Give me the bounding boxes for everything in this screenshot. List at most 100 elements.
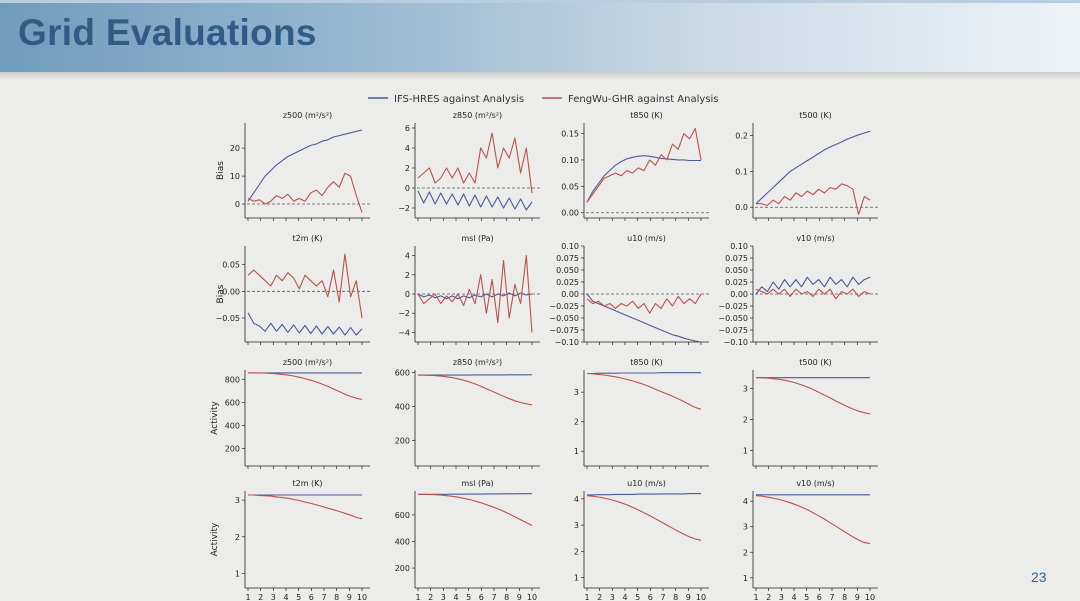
panel-title: z850 (m²/s²) [453, 111, 502, 120]
y-tick-label: 1 [574, 574, 579, 583]
x-tick-label: 9 [855, 593, 860, 601]
x-tick-label: 6 [309, 593, 314, 601]
y-tick-label: 0.15 [561, 130, 579, 139]
y-tick-label: −0.075 [718, 326, 748, 335]
y-tick-label: −0.050 [718, 314, 748, 323]
x-tick-label: 9 [686, 593, 691, 601]
y-tick-label: −0.075 [549, 326, 579, 335]
y-tick-label: 1 [574, 447, 579, 456]
series-ifs-hres-line [586, 155, 701, 203]
y-tick-label: 0.0 [735, 203, 748, 212]
x-tick-label: 5 [804, 593, 809, 601]
y-tick-label: 1 [743, 447, 748, 456]
panel-r2c0: z500 (m²/s²) 200 400 600 800 Activity [210, 358, 370, 469]
series-ifs-hres-line [755, 276, 871, 295]
y-tick-label: 10 [230, 172, 240, 181]
series-fengwu-ghr-line [586, 293, 702, 314]
panel-r1c1: msl (Pa) −4 −2 0 2 4 [398, 234, 540, 345]
title-shadow [0, 72, 1080, 80]
y-tick-label: −4 [398, 328, 410, 337]
x-tick-label: 7 [321, 593, 326, 601]
panel-title: t500 (K) [799, 111, 831, 120]
y-tick-label: 0.10 [561, 242, 579, 251]
y-tick-label: 2 [743, 416, 748, 425]
x-tick-label: 2 [597, 593, 602, 601]
panel-title: u10 (m/s) [627, 479, 666, 488]
x-tick-label: 10 [357, 593, 367, 601]
y-tick-label: 2 [405, 271, 410, 280]
y-tick-label: 1 [235, 569, 240, 578]
panel-r0c1: z850 (m²/s²) −2 0 2 4 6 [398, 111, 540, 221]
y-tick-label: −0.025 [549, 302, 579, 311]
x-tick-label: 5 [635, 593, 640, 601]
y-tick-label: 0 [235, 200, 240, 209]
panel-title: v10 (m/s) [796, 479, 834, 488]
y-tick-label: 0 [405, 290, 410, 299]
y-tick-label: 0.00 [730, 290, 748, 299]
y-tick-label: 600 [395, 369, 410, 378]
y-tick-label: 0.025 [556, 278, 579, 287]
y-tick-label: 4 [405, 252, 410, 261]
series-ifs-hres-line [417, 190, 533, 211]
y-tick-label: −0.025 [718, 302, 748, 311]
series-fengwu-ghr-line [248, 372, 363, 401]
x-tick-label: 8 [842, 593, 847, 601]
y-tick-label: 0.05 [222, 261, 240, 270]
y-tick-label: 3 [574, 521, 579, 530]
panel-title: z850 (m²/s²) [453, 358, 502, 367]
series-fengwu-ghr-line [756, 183, 871, 215]
y-tick-label: 800 [225, 375, 240, 384]
panel-r2c3: t500 (K) 1 2 3 [743, 358, 878, 469]
x-tick-label: 4 [622, 593, 627, 601]
y-tick-label: 6 [405, 124, 410, 133]
y-tick-label: 2 [574, 547, 579, 556]
series-ifs-hres-line [587, 372, 701, 375]
x-tick-label: 10 [527, 593, 537, 601]
panel-title: t850 (K) [630, 358, 662, 367]
series-ifs-hres-line [247, 312, 363, 336]
panel-r1c3: v10 (m/s) −0.10 −0.075 −0.050 −0.025 0.00 0.02… [718, 234, 878, 347]
x-tick-label: 8 [334, 593, 339, 601]
legend-label-ifs: IFS-HRES against Analysis [394, 94, 524, 105]
x-tick-label: 10 [865, 593, 875, 601]
panel-title: t850 (K) [630, 111, 662, 120]
x-tick-label: 4 [283, 593, 288, 601]
y-tick-label: 20 [230, 144, 240, 153]
x-tick-label: 7 [829, 593, 834, 601]
panel-title: t2m (K) [292, 234, 322, 243]
y-axis-label: Activity [210, 401, 220, 435]
panel-title: msl (Pa) [461, 234, 493, 243]
y-tick-label: 0.00 [561, 209, 579, 218]
x-tick-label: 8 [673, 593, 678, 601]
panel-title: t2m (K) [292, 479, 322, 488]
x-tick-label: 2 [766, 593, 771, 601]
y-tick-label: 1 [743, 574, 748, 583]
x-tick-label: 5 [296, 593, 301, 601]
y-tick-label: 0.2 [735, 132, 748, 141]
x-tick-label: 1 [245, 593, 250, 601]
panel-r0c3: t500 (K) 0.0 0.1 0.2 [735, 111, 878, 221]
x-tick-label: 3 [271, 593, 276, 601]
series-ifs-hres-line [587, 493, 701, 496]
y-tick-label: 0.050 [556, 266, 579, 275]
series-ifs-hres-line [755, 130, 871, 205]
x-tick-label: 9 [347, 593, 352, 601]
y-tick-label: 0.075 [725, 254, 748, 263]
y-tick-label: 200 [395, 564, 410, 573]
panel-title: v10 (m/s) [796, 234, 834, 243]
y-tick-label: 0.025 [725, 278, 748, 287]
y-tick-label: 2 [574, 418, 579, 427]
x-tick-label: 1 [584, 593, 589, 601]
y-tick-label: 0.00 [561, 290, 579, 299]
y-tick-label: 0.10 [561, 156, 579, 165]
panel-r1c2: u10 (m/s) −0.10 −0.075 −0.050 −0.025 0.00 0.02… [549, 234, 709, 347]
y-tick-label: 600 [395, 511, 410, 520]
y-tick-label: 2 [743, 548, 748, 557]
y-tick-label: 0.10 [730, 242, 748, 251]
y-tick-label: 0.050 [725, 266, 748, 275]
x-tick-label: 4 [791, 593, 796, 601]
y-tick-label: −0.10 [554, 338, 579, 347]
x-tick-label: 7 [491, 593, 496, 601]
